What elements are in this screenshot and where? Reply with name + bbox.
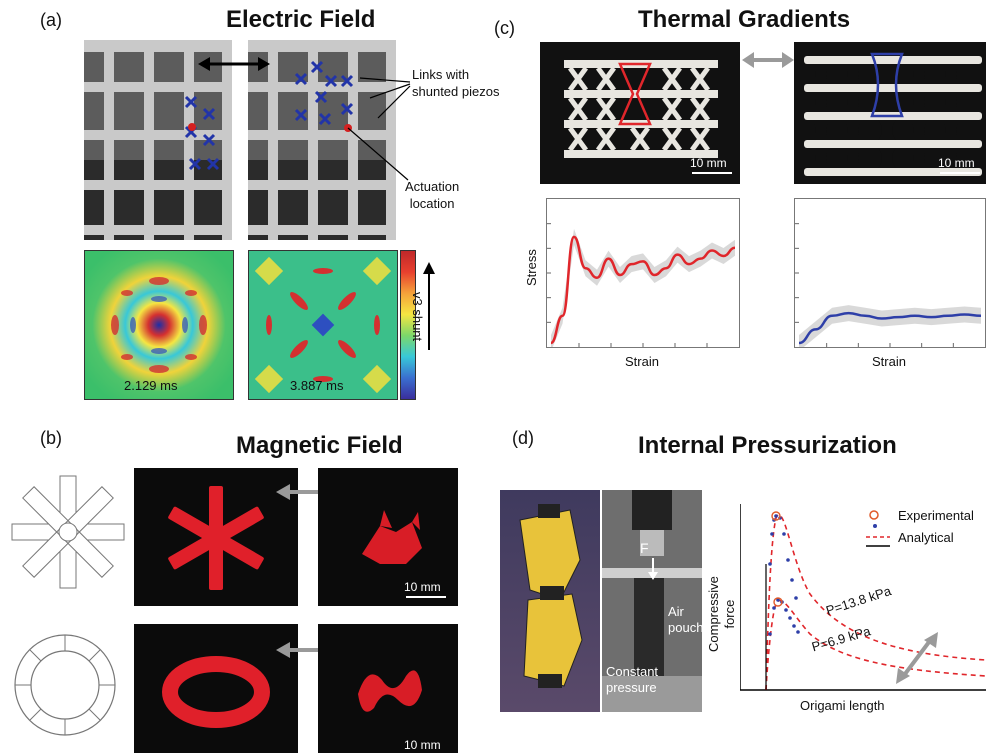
error-band xyxy=(551,228,735,347)
wavefield-left xyxy=(84,250,234,400)
double-arrow-diagonal-icon xyxy=(894,630,940,686)
experimental-peak-high xyxy=(771,511,781,521)
analytical-curve-low xyxy=(765,599,986,691)
magnetic-snowflake-folded xyxy=(318,468,458,606)
annotation-arrows xyxy=(330,70,420,190)
scalebar-b-top xyxy=(406,596,446,598)
lattice-photo-right xyxy=(794,42,986,184)
experimental-point xyxy=(794,596,798,600)
colorbar-arrow-icon xyxy=(422,262,436,352)
origami-photo xyxy=(500,490,600,712)
experimental-point xyxy=(790,578,794,582)
panel-c-label: (c) xyxy=(494,18,515,38)
panel-a-label: (a) xyxy=(40,10,62,30)
snowflake-pattern-diagram xyxy=(8,472,128,592)
xlabel-strain-right: Strain xyxy=(872,354,906,369)
stress-curve xyxy=(550,235,736,345)
shunt-marks-left xyxy=(120,95,230,185)
time-left: 2.129 ms xyxy=(124,378,178,393)
time-right: 3.887 ms xyxy=(290,378,344,393)
error-band xyxy=(799,305,981,347)
double-arrow-icon xyxy=(196,54,272,74)
legend-exp-marker-blue xyxy=(870,521,880,531)
legend-analytical: Analytical xyxy=(898,530,954,545)
force-plot xyxy=(740,504,986,692)
scale-c-left: 10 mm xyxy=(690,156,727,170)
panel-b-title: Magnetic Field xyxy=(236,432,403,459)
experimental-point xyxy=(768,562,772,566)
magnetic-snowflake-flat xyxy=(134,468,298,606)
force-arrow-icon xyxy=(648,558,658,580)
stress-plot-right xyxy=(794,198,986,348)
experimental-point xyxy=(796,630,800,634)
panel-b-label: (b) xyxy=(40,428,62,448)
experimental-point xyxy=(788,616,792,620)
xlabel-strain-left: Strain xyxy=(625,354,659,369)
colorbar xyxy=(400,250,416,400)
lattice-photo-left xyxy=(540,42,740,184)
scale-c-right: 10 mm xyxy=(938,156,975,170)
annotation-actuation: Actuation location xyxy=(405,179,460,211)
stress-curve xyxy=(798,311,982,345)
xlabel-origami-length: Origami length xyxy=(800,698,885,713)
wavefield-right xyxy=(248,250,398,400)
experimental-point xyxy=(792,624,796,628)
experimental-point xyxy=(782,532,786,536)
ring-pattern-diagram xyxy=(10,630,120,740)
panel-a-title: Electric Field xyxy=(226,6,376,33)
experimental-point xyxy=(772,606,776,610)
scale-b-top: 10 mm xyxy=(404,580,441,594)
colorbar-label: v3 shunt xyxy=(410,292,425,342)
double-arrow-icon xyxy=(740,50,796,70)
shunt-marks-right xyxy=(290,58,390,138)
analytical-curve-high xyxy=(765,514,986,691)
experimental-point xyxy=(770,532,774,536)
force-label-F: F xyxy=(640,540,649,556)
legend-experimental: Experimental xyxy=(898,508,974,523)
experimental-peak-low xyxy=(773,597,783,607)
panel-d-label: (d) xyxy=(512,428,534,448)
constant-pressure-label: Constant pressure xyxy=(606,664,659,695)
air-pouch-label: Air pouch xyxy=(668,604,704,635)
experimental-point xyxy=(784,608,788,612)
legend-exp-marker xyxy=(866,508,882,522)
magnetic-ring-flat xyxy=(134,624,298,753)
magnetic-ring-folded xyxy=(318,624,458,753)
grid-photo-right xyxy=(248,40,396,240)
experimental-point xyxy=(768,632,772,636)
scalebar-c-right xyxy=(940,172,980,174)
ylabel-stress: Stress xyxy=(524,249,539,286)
experimental-point xyxy=(786,558,790,562)
test-rig-photo xyxy=(602,490,702,712)
legend-ana-marker xyxy=(866,534,894,550)
panel-d-title: Internal Pressurization xyxy=(638,432,897,459)
scale-b-bottom: 10 mm xyxy=(404,738,441,752)
annotation-links: Links with shunted piezos xyxy=(412,67,500,99)
ylabel-compressive-force: Compressive force xyxy=(706,576,737,652)
stress-plot-left xyxy=(546,198,740,348)
scalebar-c-left xyxy=(692,172,732,174)
panel-c-title: Thermal Gradients xyxy=(638,6,851,33)
experimental-point xyxy=(776,598,780,602)
experimental-point xyxy=(774,514,778,518)
